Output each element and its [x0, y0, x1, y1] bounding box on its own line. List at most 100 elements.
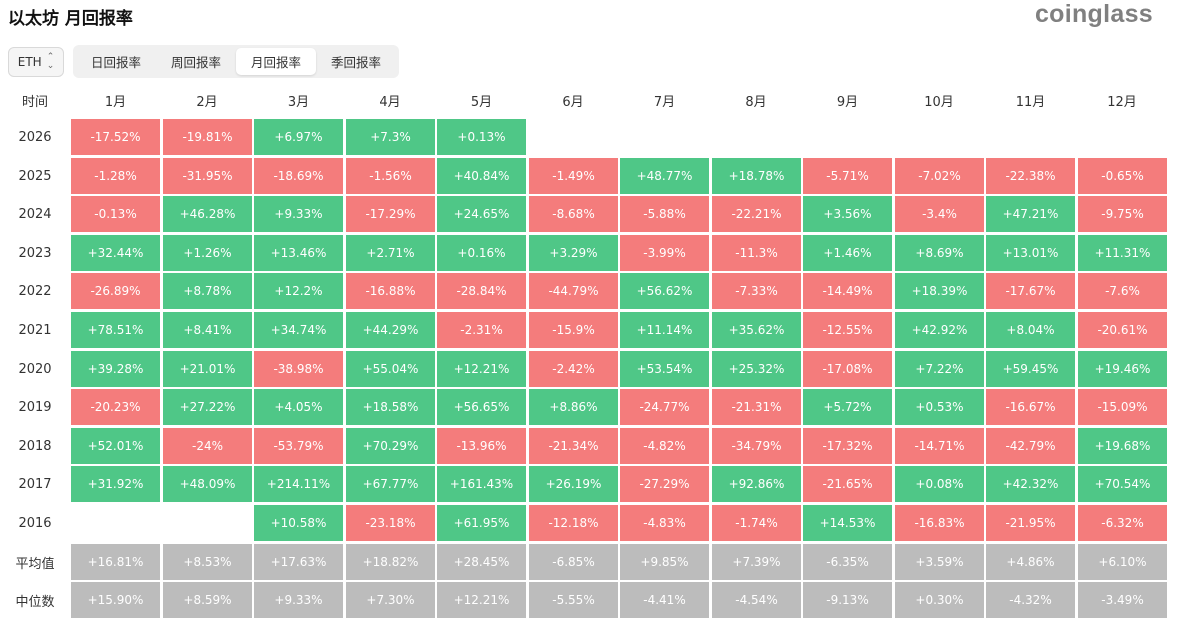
return-cell: -5.71%	[803, 158, 892, 194]
return-cell: -3.4%	[895, 196, 984, 232]
return-cell: -12.18%	[529, 505, 618, 541]
return-cell: +13.46%	[254, 235, 343, 271]
return-cell: +161.43%	[437, 466, 526, 502]
summary-cell: +8.59%	[163, 582, 252, 618]
return-cell: +27.22%	[163, 389, 252, 425]
return-cell: +42.92%	[895, 312, 984, 348]
return-cell: +0.16%	[437, 235, 526, 271]
return-cell: +9.33%	[254, 196, 343, 232]
return-cell: -1.49%	[529, 158, 618, 194]
return-cell: -4.82%	[620, 428, 709, 464]
return-cell: +1.46%	[803, 235, 892, 271]
return-cell: +46.28%	[163, 196, 252, 232]
tab-quarterly-return[interactable]: 季回报率	[330, 55, 381, 70]
return-cell: +32.44%	[71, 235, 160, 271]
row-label: 2023	[18, 245, 52, 261]
return-cell: +14.53%	[803, 505, 892, 541]
summary-cell: -9.13%	[803, 582, 892, 618]
return-cell: -8.68%	[529, 196, 618, 232]
return-cell: +0.53%	[895, 389, 984, 425]
return-cell: -24.77%	[620, 389, 709, 425]
return-cell: -16.67%	[986, 389, 1075, 425]
summary-cell: +3.59%	[895, 544, 984, 580]
row-label: 2016	[18, 515, 52, 531]
column-header-month: 1月	[104, 94, 127, 110]
column-header-time: 时间	[21, 94, 48, 110]
return-cell: +42.32%	[986, 466, 1075, 502]
return-cell: +0.13%	[437, 119, 526, 155]
return-cell: -34.79%	[712, 428, 801, 464]
summary-cell: -4.32%	[986, 582, 1075, 618]
return-cell: +13.01%	[986, 235, 1075, 271]
return-cell: +7.3%	[346, 119, 435, 155]
return-cell: +67.77%	[346, 466, 435, 502]
row-label: 中位数	[15, 594, 55, 610]
return-cell: +35.62%	[712, 312, 801, 348]
return-cell: +70.29%	[346, 428, 435, 464]
return-cell: -3.99%	[620, 235, 709, 271]
summary-cell: +18.82%	[346, 544, 435, 580]
return-cell: -4.83%	[620, 505, 709, 541]
return-cell: +4.05%	[254, 389, 343, 425]
summary-cell: -4.54%	[712, 582, 801, 618]
row-label: 2025	[18, 168, 52, 184]
return-cell: -26.89%	[71, 273, 160, 309]
asset-select[interactable]: ETH ⌃ ⌄	[8, 47, 64, 77]
return-cell: -21.65%	[803, 466, 892, 502]
summary-cell: +9.85%	[620, 544, 709, 580]
return-cell: +39.28%	[71, 351, 160, 387]
summary-cell: +9.33%	[254, 582, 343, 618]
column-header-month: 12月	[1107, 94, 1137, 110]
return-cell: -14.71%	[895, 428, 984, 464]
return-cell: -17.29%	[346, 196, 435, 232]
return-cell: -18.69%	[254, 158, 343, 194]
return-cell: +25.32%	[712, 351, 801, 387]
return-cell: +18.39%	[895, 273, 984, 309]
row-label: 2026	[18, 129, 52, 145]
return-cell: +0.08%	[895, 466, 984, 502]
summary-cell: +12.21%	[437, 582, 526, 618]
return-cell: -21.34%	[529, 428, 618, 464]
coinglass-logo: coinglass	[1034, 0, 1153, 28]
row-label: 2018	[18, 438, 52, 454]
return-cell: +5.72%	[803, 389, 892, 425]
return-cell: +44.29%	[346, 312, 435, 348]
return-cell: -1.56%	[346, 158, 435, 194]
return-cell: +70.54%	[1078, 466, 1167, 502]
return-cell: -44.79%	[529, 273, 618, 309]
row-label: 2017	[18, 476, 52, 492]
summary-cell: +7.30%	[346, 582, 435, 618]
return-cell: +56.65%	[437, 389, 526, 425]
return-cell: +59.45%	[986, 351, 1075, 387]
return-cell: -12.55%	[803, 312, 892, 348]
column-header-month: 6月	[562, 94, 584, 110]
column-header-month: 9月	[836, 94, 859, 110]
return-cell: -24%	[163, 428, 252, 464]
return-cell: -20.61%	[1078, 312, 1167, 348]
return-cell: -28.84%	[437, 273, 526, 309]
return-cell: +31.92%	[71, 466, 160, 502]
return-cell: -22.21%	[712, 196, 801, 232]
row-label: 2021	[18, 322, 52, 338]
return-cell: +3.29%	[529, 235, 618, 271]
return-cell: +53.54%	[620, 351, 709, 387]
return-cell: +18.78%	[712, 158, 801, 194]
return-cell: +2.71%	[346, 235, 435, 271]
row-label: 2024	[18, 206, 52, 222]
return-cell: -7.02%	[895, 158, 984, 194]
tab-weekly-return[interactable]: 周回报率	[170, 55, 221, 70]
row-label: 2019	[18, 399, 52, 415]
return-cell: -42.79%	[986, 428, 1075, 464]
return-cell: +26.19%	[529, 466, 618, 502]
return-cell: +47.21%	[986, 196, 1075, 232]
return-cell: +8.78%	[163, 273, 252, 309]
return-cell: -20.23%	[71, 389, 160, 425]
tab-daily-return[interactable]: 日回报率	[90, 55, 141, 70]
tab-monthly-return[interactable]: 月回报率	[236, 48, 316, 75]
row-label: 2022	[18, 283, 52, 299]
return-cell: -16.88%	[346, 273, 435, 309]
return-cell: +8.41%	[163, 312, 252, 348]
summary-cell: +6.10%	[1078, 544, 1167, 580]
return-cell: -53.79%	[254, 428, 343, 464]
return-cell: +21.01%	[163, 351, 252, 387]
